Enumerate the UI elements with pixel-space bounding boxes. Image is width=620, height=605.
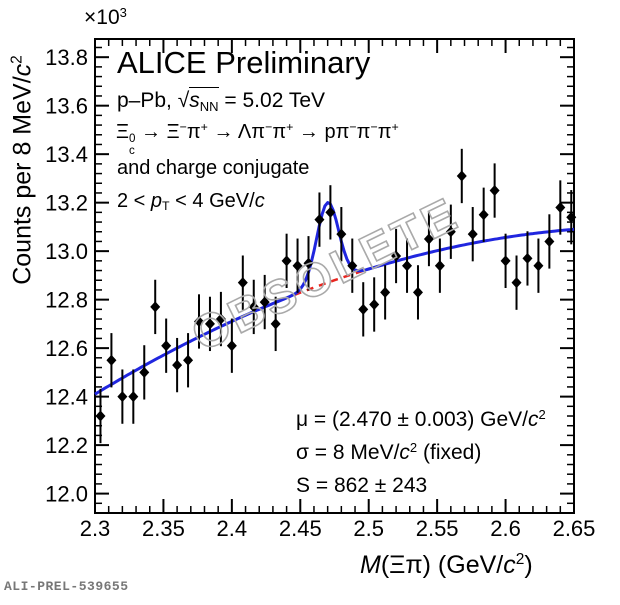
data-point-marker [500, 255, 511, 267]
data-point-marker [161, 340, 172, 352]
data-point-marker [270, 318, 281, 330]
data-point-marker [391, 250, 402, 262]
fit-results-box: μ = (2.470 ± 0.003) GeV/c2 σ = 8 MeV/c2 … [296, 404, 546, 501]
data-point-marker [456, 170, 467, 182]
y-tick-label: 12.6 [45, 336, 88, 361]
x-axis-title: M(Ξπ) (GeV/c2) [360, 551, 533, 579]
data-point-marker [412, 286, 423, 298]
data-point-marker [106, 354, 117, 366]
data-point-marker [226, 340, 237, 352]
data-point-marker [95, 410, 106, 422]
figure-id-label: ALI-PREL-539655 [4, 579, 129, 594]
data-point-marker [445, 226, 456, 238]
data-point-marker [314, 214, 325, 226]
data-point-marker [555, 202, 566, 214]
data-point-marker [533, 260, 544, 272]
data-point-marker [215, 313, 226, 325]
data-point-marker [183, 354, 194, 366]
data-point-marker [434, 260, 445, 272]
fit-sigma-label: σ = 8 MeV/c2 (fixed) [296, 439, 482, 464]
y-tick-label: 13.2 [45, 191, 88, 216]
data-point-marker [281, 255, 292, 267]
watermark-text: OBSOLETE [183, 186, 467, 361]
data-point-marker [325, 206, 336, 218]
data-point-marker [522, 252, 533, 264]
data-point-marker [402, 260, 413, 272]
x-tick-label: 2.3 [80, 516, 111, 541]
data-point-marker [139, 366, 150, 378]
data-point-marker [347, 260, 358, 272]
collision-system-label: p–Pb, √sNN = 5.02 TeV [117, 87, 326, 114]
x-tick-label: 2.6 [490, 516, 521, 541]
data-point-marker [204, 318, 215, 330]
data-point-marker [194, 315, 205, 327]
data-point-marker [544, 235, 555, 247]
y-tick-label: 13.4 [45, 142, 88, 167]
y-tick-label: 12.4 [45, 385, 88, 410]
y-tick-label: 13.8 [45, 45, 88, 70]
charge-conjugate-label: and charge conjugate [117, 157, 310, 179]
y-tick-label: 12.8 [45, 288, 88, 313]
data-point-marker [369, 298, 380, 310]
axis-power-label: ×103 [84, 4, 127, 29]
x-tick-label: 2.35 [142, 516, 185, 541]
data-point-marker [566, 211, 577, 223]
data-point-marker [237, 277, 248, 289]
data-point-marker [248, 301, 259, 313]
data-point-marker [259, 296, 270, 308]
x-tick-label: 2.4 [217, 516, 248, 541]
data-point-marker [467, 228, 478, 240]
alice-preliminary-title: ALICE Preliminary [117, 45, 371, 80]
y-tick-label: 12.2 [45, 433, 88, 458]
data-point-marker [336, 228, 347, 240]
y-tick-label: 12.0 [45, 482, 88, 507]
x-tick-label: 2.55 [416, 516, 459, 541]
data-point-marker [150, 301, 161, 313]
data-point-marker [423, 233, 434, 245]
data-point-marker [303, 257, 314, 269]
data-point-marker [380, 286, 391, 298]
data-point-marker [358, 303, 369, 315]
plot-frame [94, 38, 575, 514]
data-point-marker [128, 391, 139, 403]
fit-mean-label: μ = (2.470 ± 0.003) GeV/c2 [296, 406, 546, 431]
data-point-marker [292, 260, 303, 272]
data-point-marker [478, 209, 489, 221]
data-point-marker [117, 391, 128, 403]
pt-range-label: 2 < pT < 4 GeV/c [117, 190, 265, 214]
fit-signal-label: S = 862 ± 243 [296, 474, 428, 497]
data-point-marker [172, 359, 183, 371]
data-point-marker [489, 185, 500, 197]
y-tick-label: 13.0 [45, 239, 88, 264]
x-tick-label: 2.5 [353, 516, 384, 541]
y-tick-label: 13.6 [45, 94, 88, 119]
fit-curve [94, 201, 575, 396]
x-tick-label: 2.65 [553, 516, 596, 541]
data-point-marker [511, 277, 522, 289]
y-axis-title: Counts per 8 MeV/c2 [8, 55, 37, 285]
x-tick-label: 2.45 [279, 516, 322, 541]
